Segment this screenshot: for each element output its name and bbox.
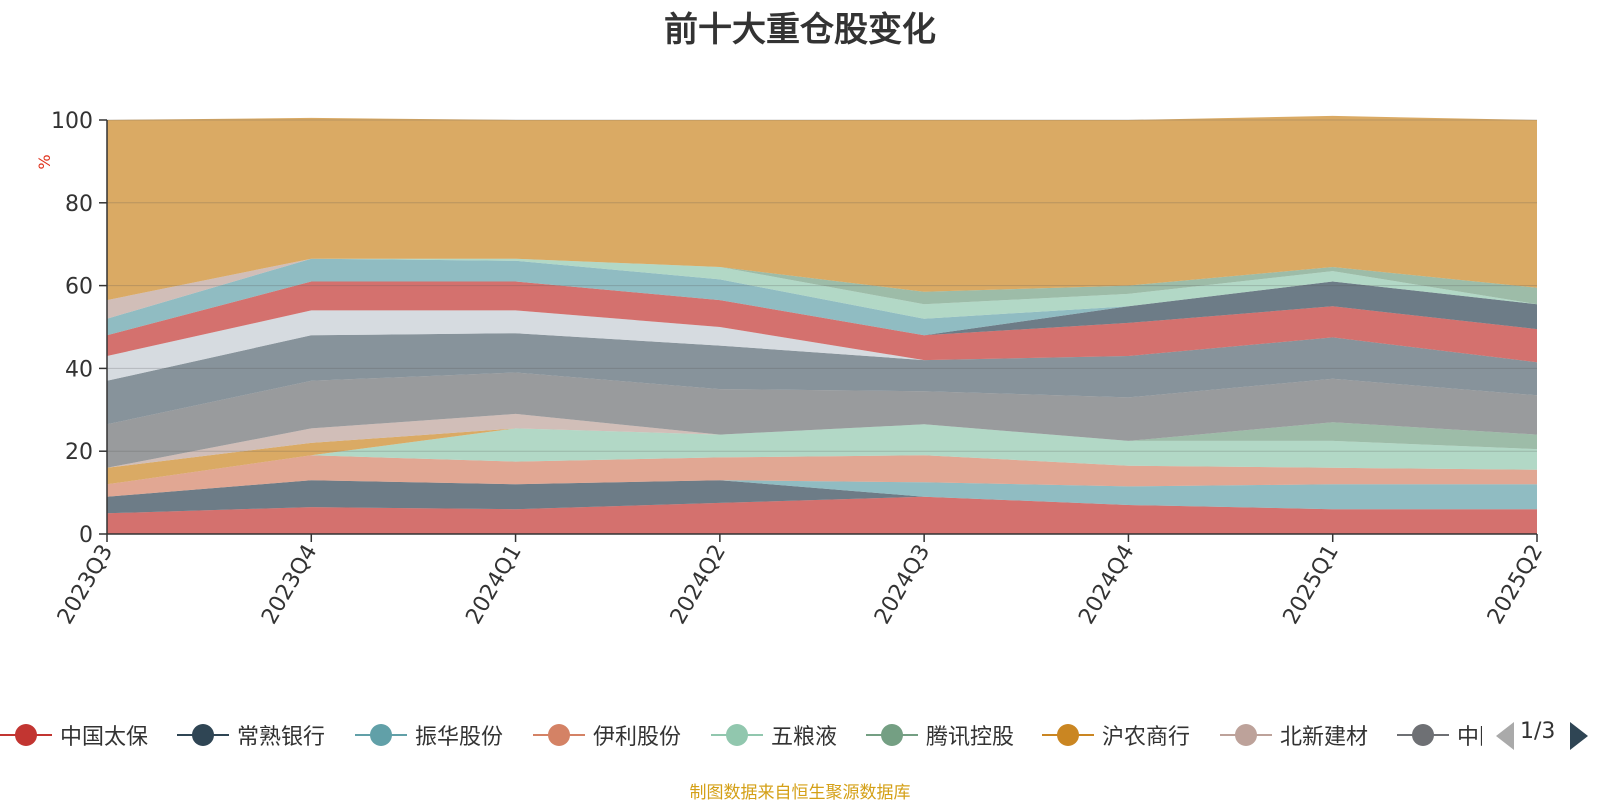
area-series-13 <box>107 258 1537 336</box>
area-series-4 <box>107 424 1537 485</box>
area-series-2 <box>107 480 1537 510</box>
y-tick-label-2: 40 <box>65 357 93 382</box>
x-tick-label-4: 2024Q3 <box>870 541 935 629</box>
legend-item-7[interactable]: 北新建材 <box>1220 705 1368 765</box>
legend-item-label: 沪农商行 <box>1102 725 1191 750</box>
stacked-areas <box>107 115 1537 534</box>
area-series-8 <box>107 372 1537 468</box>
legend-item-label: 五粮液 <box>771 725 838 750</box>
legend-next-page-icon[interactable] <box>1570 722 1588 750</box>
area-series-17 <box>107 115 1537 301</box>
legend-marker-icon <box>355 720 407 750</box>
legend-marker-icon <box>177 720 229 750</box>
x-tick-label-5: 2024Q4 <box>1074 541 1139 629</box>
x-tick-label-1: 2023Q4 <box>257 541 322 629</box>
legend-marker-icon <box>1220 720 1272 750</box>
area-series-9 <box>107 333 1537 425</box>
x-tick-label-0: 2023Q3 <box>53 541 118 629</box>
legend-item-2[interactable]: 振华股份 <box>355 705 503 765</box>
legend-item-label: 伊利股份 <box>593 725 682 750</box>
legend-pager: 1/3 <box>1488 705 1598 765</box>
legend-marker-icon <box>711 720 763 750</box>
legend-marker-icon <box>0 720 52 750</box>
legend-prev-page-icon[interactable] <box>1496 722 1514 750</box>
y-axis-label: % <box>35 154 54 169</box>
area-series-3 <box>107 455 1537 497</box>
x-tick-label-6: 2025Q1 <box>1279 541 1344 629</box>
legend-item-label: 中国太保 <box>60 725 149 750</box>
chart-plot: 0 20 40 60 80 100% 2023Q3 2023Q4 2024Q1 2024Q2 202… <box>35 109 1548 629</box>
legend-item-8[interactable]: 中国 <box>1397 705 1482 765</box>
y-tick-label-3: 60 <box>65 275 93 300</box>
y-tick-label-5: 100 <box>51 109 93 134</box>
legend-marker-icon <box>1397 720 1449 750</box>
legend-marker-icon <box>1042 720 1094 750</box>
legend-item-label: 北新建材 <box>1280 725 1369 750</box>
y-tick-label-0: 0 <box>79 523 93 548</box>
x-tick-label-7: 2025Q2 <box>1483 541 1548 629</box>
legend-item-label: 常熟银行 <box>237 725 326 750</box>
x-tick-label-2: 2024Q1 <box>461 541 526 629</box>
legend-page-number: 1/3 <box>1520 719 1556 744</box>
legend-items: 中国太保 常熟银行 振华股份 伊利股份 五粮液 腾讯控股 沪农商行 北新建材 中国 <box>0 705 1482 765</box>
source-note: 制图数据来自恒生聚源数据库 <box>689 783 911 803</box>
y-tick-label-1: 20 <box>65 440 93 465</box>
legend-marker-icon <box>866 720 918 750</box>
legend-item-4[interactable]: 五粮液 <box>711 705 837 765</box>
chart-title: 前十大重仓股变化 <box>664 10 936 50</box>
legend-item-5[interactable]: 腾讯控股 <box>866 705 1014 765</box>
y-tick-label-4: 80 <box>65 192 93 217</box>
area-series-14 <box>107 258 1537 319</box>
legend-item-3[interactable]: 伊利股份 <box>533 705 681 765</box>
legend-item-6[interactable]: 沪农商行 <box>1042 705 1190 765</box>
legend-item-0[interactable]: 中国太保 <box>0 705 148 765</box>
area-series-1 <box>107 480 1537 514</box>
area-series-11 <box>107 281 1537 363</box>
legend-item-label: 腾讯控股 <box>926 725 1015 750</box>
legend-marker-icon <box>533 720 585 750</box>
area-series-12 <box>107 281 1537 336</box>
area-series-0 <box>107 496 1537 534</box>
area-series-7 <box>107 413 1537 468</box>
legend-item-label: 振华股份 <box>415 725 504 750</box>
legend-item-1[interactable]: 常熟银行 <box>177 705 325 765</box>
legend: 中国太保 常熟银行 振华股份 伊利股份 五粮液 腾讯控股 沪农商行 北新建材 中国 1/3 <box>0 705 1600 765</box>
area-series-10 <box>107 310 1537 381</box>
area-series-5 <box>107 422 1537 485</box>
x-tick-label-3: 2024Q2 <box>666 541 731 629</box>
legend-item-label: 中国 <box>1457 725 1482 750</box>
